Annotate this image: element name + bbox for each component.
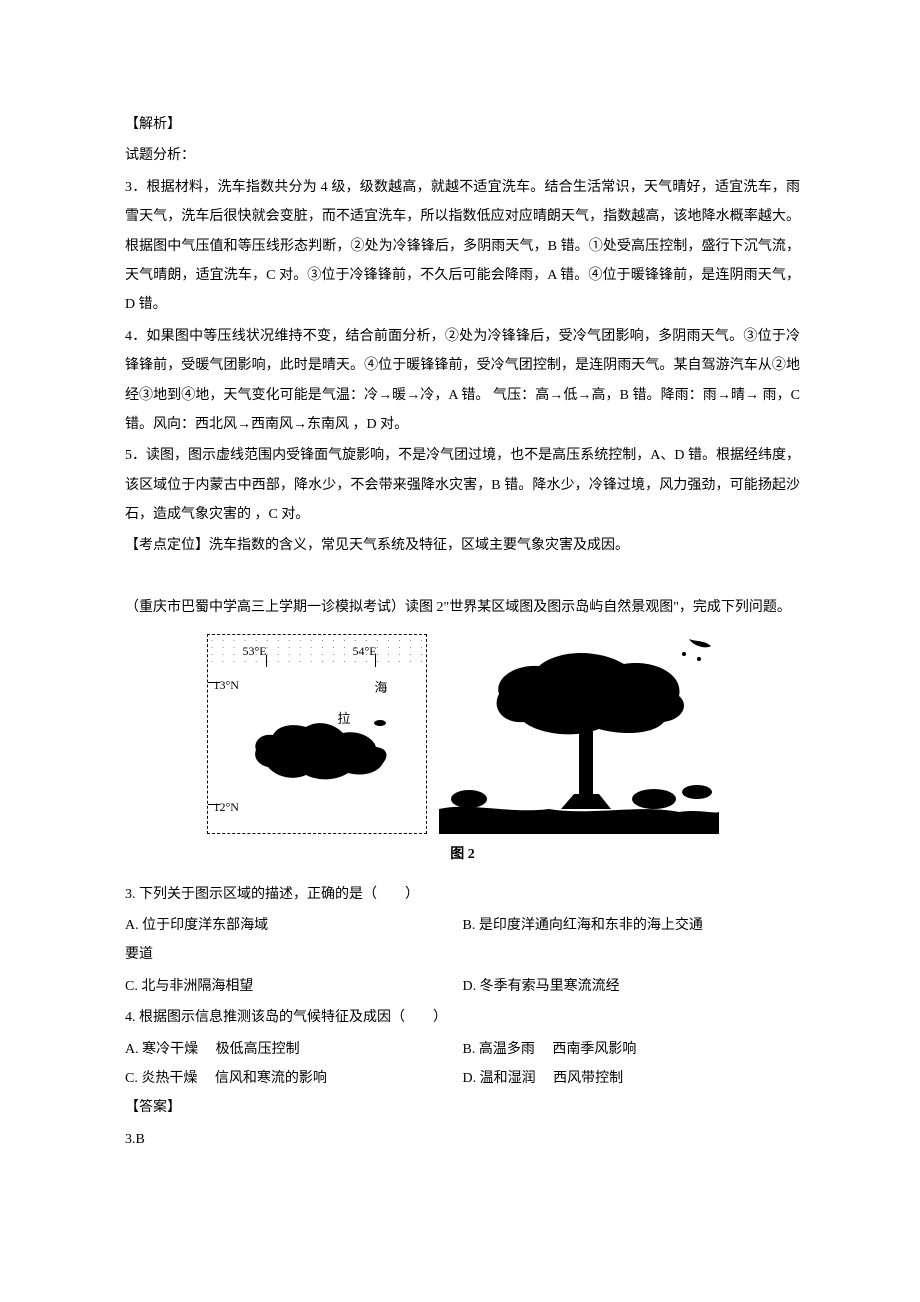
tick-lon54 [375,655,376,667]
analysis-p3: 3．根据材料，洗车指数共分为 4 级，级数越高，就越不适宜洗车。结合生活常识，天… [125,173,800,320]
q3-options-row1: A. 位于印度洋东部海域 B. 是印度洋通向红海和东非的海上交通 [125,911,800,940]
q4-options-row1: A. 寒冷干燥 极低高压控制 B. 高温多雨 西南季风影响 [125,1035,800,1064]
kaodian: 【考点定位】洗车指数的含义，常见天气系统及特征，区域主要气象灾害及成因。 [125,531,800,560]
label-sea: 海 [374,674,387,701]
tick-lat12 [208,804,220,805]
tick-lat13 [208,682,220,683]
tree-svg [439,634,719,834]
q3-stem: 3. 下列关于图示区域的描述，正确的是（ ） [125,880,800,909]
figure-row: . . . . . . . . . . . . . . . . . . . . … [125,634,800,834]
island-shape [248,705,398,790]
q4-optC: C. 炎热干燥 信风和寒流的影响 [125,1064,463,1093]
answer-label: 【答案】 [125,1093,800,1122]
figure-caption: 图 2 [125,840,800,869]
q4-optA: A. 寒冷干燥 极低高压控制 [125,1035,463,1064]
analysis-sublabel: 试题分析： [125,141,800,170]
q3-optD: D. 冬季有索马里寒流流经 [463,972,801,1001]
q3-optB-line2: 要道 [125,940,800,969]
q4-options-row2: C. 炎热干燥 信风和寒流的影响 D. 温和湿润 西风带控制 [125,1064,800,1093]
tree-figure [439,634,719,834]
map-figure: . . . . . . . . . . . . . . . . . . . . … [207,634,427,834]
intro2: （重庆市巴蜀中学高三上学期一诊模拟考试）读图 2"世界某区域图及图示岛屿自然景观… [125,593,800,622]
tick-lon53 [266,655,267,667]
analysis-p4: 4．如果图中等压线状况维持不变，结合前面分析，②处为冷锋锋后，受冷气团影响，多阴… [125,322,800,440]
analysis-header: 【解析】 [125,110,800,139]
map-panel: . . . . . . . . . . . . . . . . . . . . … [207,634,427,834]
lon-53: 53°E [243,639,267,664]
q3-optA: A. 位于印度洋东部海域 [125,911,463,940]
lat-12: 12°N [214,795,239,820]
lat-13: 13°N [214,673,239,698]
analysis-p5: 5．读图，图示虚线范围内受锋面气旋影响，不是冷气团过境，也不是高压系统控制，A、… [125,441,800,529]
q4-optD: D. 温和湿润 西风带控制 [463,1064,801,1093]
lon-54: 54°E [353,639,377,664]
q4-optB: B. 高温多雨 西南季风影响 [463,1035,801,1064]
q4-stem: 4. 根据图示信息推测该岛的气候特征及成因（ ） [125,1003,800,1032]
tree-panel [439,634,719,834]
q3-optC: C. 北与非洲隔海相望 [125,972,463,1001]
answer-3: 3.B [125,1125,800,1154]
q3-options-row2: C. 北与非洲隔海相望 D. 冬季有索马里寒流流经 [125,972,800,1001]
q3-optB-line1: B. 是印度洋通向红海和东非的海上交通 [463,911,801,940]
